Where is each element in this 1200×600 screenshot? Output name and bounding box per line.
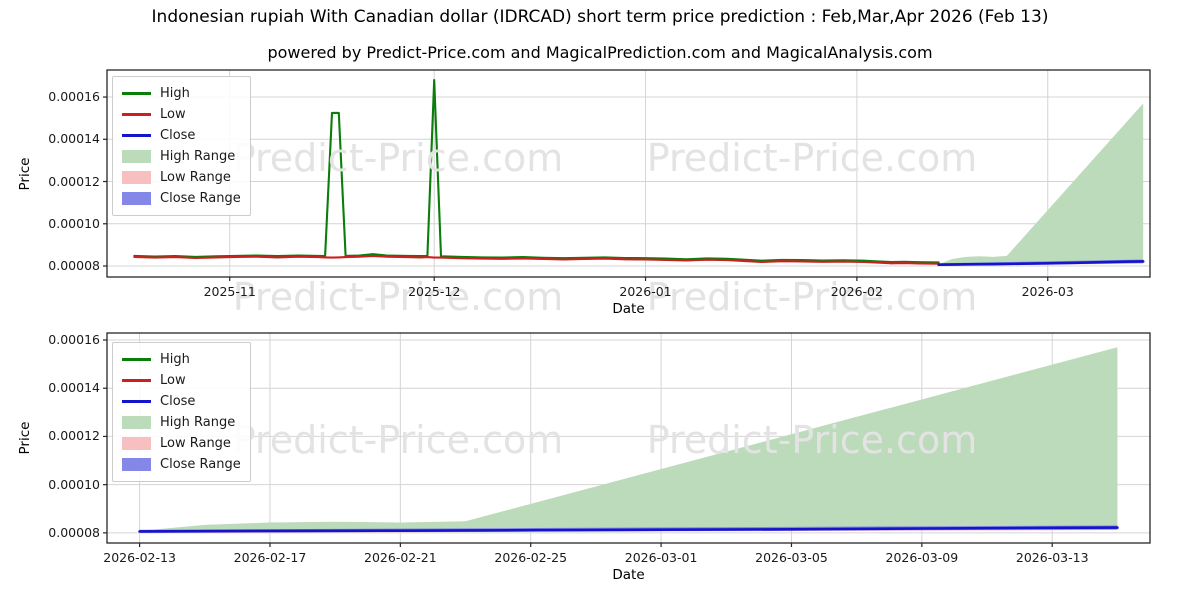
series-line-high bbox=[133, 79, 940, 264]
legend-item: Close Range bbox=[122, 454, 241, 475]
chart-prediction-detail bbox=[103, 332, 1151, 547]
legend-item: High Range bbox=[122, 412, 241, 433]
x-axis-label: Date bbox=[612, 567, 645, 583]
y-tick-label: 0.00010 bbox=[48, 215, 100, 231]
x-tick-label: 2026-03-13 bbox=[1015, 550, 1089, 565]
series-line-close bbox=[138, 526, 1119, 533]
legend-swatch-low-range bbox=[122, 437, 151, 450]
legend-item: High bbox=[122, 349, 241, 370]
legend-item: High bbox=[122, 83, 241, 104]
x-tick-label: 2025-12 bbox=[408, 284, 461, 299]
legend-label: Close bbox=[160, 394, 196, 409]
x-tick-label: 2026-02-25 bbox=[494, 550, 568, 565]
legend-label: High bbox=[160, 352, 190, 367]
watermark-text: Predict-Price.com bbox=[233, 275, 564, 319]
plot-border bbox=[106, 332, 1151, 544]
watermark-text: Predict-Price.com bbox=[647, 418, 978, 462]
y-tick-label: 0.00010 bbox=[48, 476, 100, 492]
legend-item: Low bbox=[122, 104, 241, 125]
legend-swatch-high bbox=[122, 92, 151, 95]
legend-swatch-low bbox=[122, 379, 151, 382]
x-axis-label: Date bbox=[612, 301, 645, 317]
x-tick-label: 2026-02-21 bbox=[364, 550, 437, 565]
legend-label: Low bbox=[160, 107, 186, 122]
legend-swatch-close bbox=[122, 400, 151, 403]
legend-item: Close Range bbox=[122, 188, 241, 209]
y-axis-label: Price bbox=[17, 157, 33, 190]
legend-swatch-low bbox=[122, 113, 151, 116]
plot-background bbox=[107, 70, 1150, 277]
page-title: Indonesian rupiah With Canadian dollar (… bbox=[151, 7, 1049, 27]
y-tick-label: 0.00014 bbox=[48, 380, 100, 396]
legend-item: High Range bbox=[122, 146, 241, 167]
x-tick-label: 2026-03-09 bbox=[885, 550, 959, 565]
x-tick-label: 2026-03-05 bbox=[755, 550, 828, 565]
y-axis-label: Price bbox=[17, 421, 33, 455]
watermark-text: Predict-Price.com bbox=[647, 275, 978, 319]
x-tick-label: 2026-02 bbox=[830, 284, 883, 299]
legend-label: Low Range bbox=[160, 436, 231, 451]
legend-swatch-high-range bbox=[122, 150, 151, 163]
watermark-text: Predict-Price.com bbox=[233, 136, 564, 180]
y-tick-label: 0.00008 bbox=[48, 258, 100, 274]
legend-swatch-close bbox=[122, 134, 151, 137]
legend-swatch-high-range bbox=[122, 416, 151, 429]
legend-swatch-close-range bbox=[122, 458, 151, 471]
y-tick-label: 0.00008 bbox=[48, 524, 100, 540]
x-tick-label: 2026-01 bbox=[619, 284, 672, 299]
legend-label: Close bbox=[160, 128, 196, 143]
legend-swatch-high bbox=[122, 358, 151, 361]
x-tick-label: 2026-03-01 bbox=[624, 550, 698, 565]
legend-item: Low bbox=[122, 370, 241, 391]
band-high-range bbox=[938, 103, 1144, 265]
x-tick-label: 2026-02-13 bbox=[103, 550, 176, 565]
legend-label: Low bbox=[160, 373, 186, 388]
legend-box: High Low Close High Range Low Range Close Ran… bbox=[112, 76, 251, 216]
y-tick-label: 0.00012 bbox=[48, 173, 100, 189]
x-tick-label: 2026-03 bbox=[1021, 284, 1074, 299]
legend-label: High bbox=[160, 86, 190, 101]
x-tick-label: 2025-11 bbox=[203, 284, 256, 299]
legend-label: Close Range bbox=[160, 457, 241, 472]
legend-item: Low Range bbox=[122, 167, 241, 188]
legend-label: High Range bbox=[160, 415, 236, 430]
legend-item: Close bbox=[122, 391, 241, 412]
legend-label: High Range bbox=[160, 149, 236, 164]
y-tick-label: 0.00012 bbox=[48, 428, 100, 444]
series-line-close bbox=[937, 260, 1145, 267]
legend-label: Low Range bbox=[160, 170, 231, 185]
band-high-range bbox=[139, 347, 1118, 532]
legend-swatch-close-range bbox=[122, 192, 151, 205]
watermark-text: Predict-Price.com bbox=[233, 418, 564, 462]
series-line-low bbox=[133, 254, 940, 265]
plot-border bbox=[106, 69, 1151, 278]
legend-item: Close bbox=[122, 125, 241, 146]
legend-item: Low Range bbox=[122, 433, 241, 454]
page-subtitle: powered by Predict-Price.com and Magical… bbox=[267, 43, 933, 62]
legend-box: High Low Close High Range Low Range Close Ran… bbox=[112, 342, 251, 482]
chart-short-term-history-and-prediction bbox=[103, 69, 1151, 281]
watermark-text: Predict-Price.com bbox=[647, 136, 978, 180]
x-tick-label: 2026-02-17 bbox=[233, 550, 307, 565]
y-tick-label: 0.00014 bbox=[48, 131, 100, 147]
legend-label: Close Range bbox=[160, 191, 241, 206]
y-tick-label: 0.00016 bbox=[48, 331, 100, 347]
legend-swatch-low-range bbox=[122, 171, 151, 184]
y-tick-label: 0.00016 bbox=[48, 89, 100, 105]
